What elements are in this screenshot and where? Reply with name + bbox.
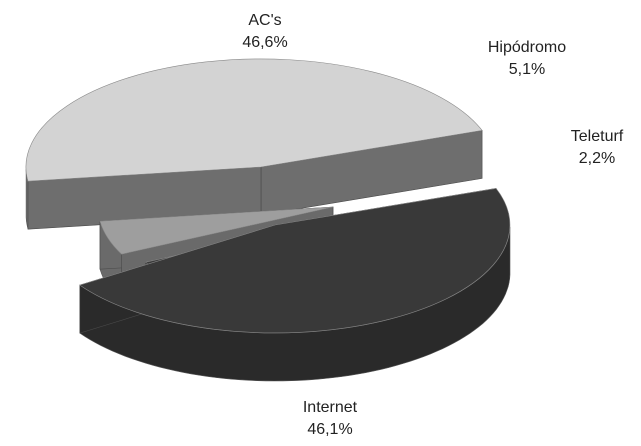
slice-name-acs: AC's bbox=[248, 12, 282, 29]
pie-tops bbox=[25, 58, 511, 334]
slice-label-hipodromo: Hipódromo 5,1% bbox=[467, 37, 587, 81]
slice-name-internet: Internet bbox=[302, 399, 358, 416]
slice-name-teleturf: Teleturf bbox=[570, 128, 624, 145]
slice-label-teleturf: Teleturf 2,2% bbox=[555, 126, 639, 170]
hip-dromo-top-face bbox=[99, 206, 334, 255]
slice-value-teleturf: 2,2% bbox=[578, 150, 616, 167]
slice-name-hipodromo: Hipódromo bbox=[487, 39, 567, 56]
slice-value-hipodromo: 5,1% bbox=[508, 61, 546, 78]
slice-label-internet: Internet 46,1% bbox=[270, 397, 390, 441]
slice-label-acs: AC's 46,6% bbox=[205, 10, 325, 54]
slice-value-acs: 46,6% bbox=[242, 34, 288, 51]
internet-top-face bbox=[79, 188, 511, 334]
slice-value-internet: 46,1% bbox=[307, 421, 353, 438]
ac-s-top-face bbox=[25, 58, 483, 182]
